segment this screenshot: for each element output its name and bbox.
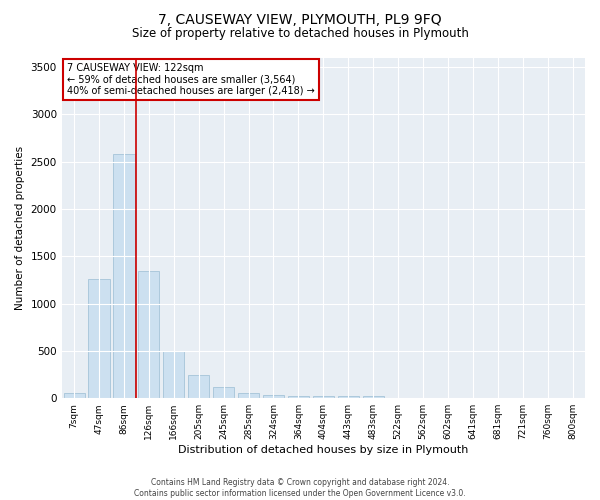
Bar	[313, 396, 334, 398]
Text: 7, CAUSEWAY VIEW, PLYMOUTH, PL9 9FQ: 7, CAUSEWAY VIEW, PLYMOUTH, PL9 9FQ	[158, 12, 442, 26]
Text: Size of property relative to detached houses in Plymouth: Size of property relative to detached ho…	[131, 28, 469, 40]
Bar	[263, 396, 284, 398]
Text: Contains HM Land Registry data © Crown copyright and database right 2024.
Contai: Contains HM Land Registry data © Crown c…	[134, 478, 466, 498]
Y-axis label: Number of detached properties: Number of detached properties	[15, 146, 25, 310]
Bar	[288, 396, 309, 398]
Bar	[64, 393, 85, 398]
X-axis label: Distribution of detached houses by size in Plymouth: Distribution of detached houses by size …	[178, 445, 469, 455]
Bar	[238, 394, 259, 398]
Bar	[163, 351, 184, 398]
Bar	[113, 154, 134, 398]
Bar	[338, 396, 359, 398]
Bar	[362, 396, 384, 398]
Bar	[88, 279, 110, 398]
Bar	[138, 272, 160, 398]
Bar	[188, 376, 209, 398]
Text: 7 CAUSEWAY VIEW: 122sqm
← 59% of detached houses are smaller (3,564)
40% of semi: 7 CAUSEWAY VIEW: 122sqm ← 59% of detache…	[67, 62, 314, 96]
Bar	[213, 388, 234, 398]
